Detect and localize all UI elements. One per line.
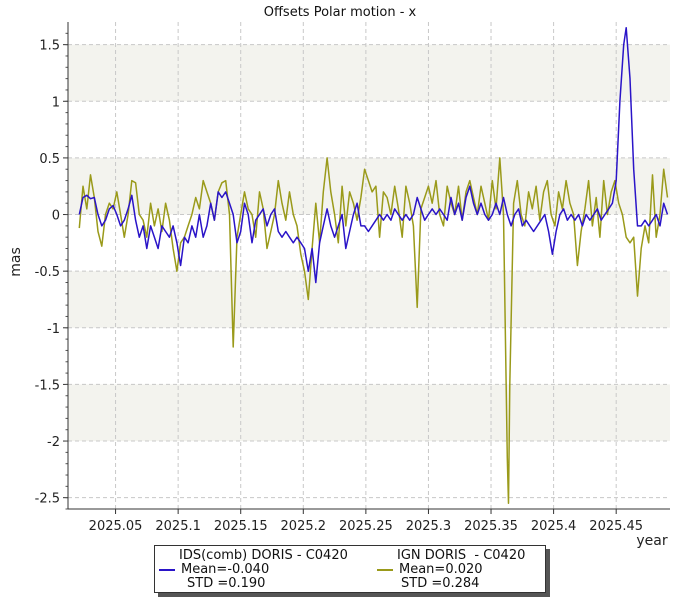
- series-line-ids: [78, 26, 669, 284]
- x-tick-label: 2025.15: [214, 519, 268, 534]
- chart-title: Offsets Polar motion - x: [264, 5, 417, 20]
- y-axis-label: mas: [8, 247, 24, 277]
- tick-labels: 1.5 1 0.5 0 -0.5 -1 -1.5 -2 -2.5 2025.05 2025.1 202…: [35, 39, 643, 534]
- x-tick-label: 2025.2: [281, 519, 327, 534]
- plot-band: [68, 44, 670, 102]
- legend-entry-ign: IGN DORIS - C0420 Mean=0.020 STD =0.284: [377, 549, 525, 591]
- x-tick-label: 2025.25: [339, 519, 393, 534]
- series-line-ign: [78, 157, 669, 505]
- x-tick-label: 2025.1: [155, 519, 201, 534]
- plot-bands: [68, 44, 670, 442]
- y-tick-label: 1.5: [39, 39, 60, 54]
- x-tick-label: 2025.05: [89, 519, 143, 534]
- legend-std: STD =0.190: [187, 576, 266, 591]
- y-tick-label: -1: [47, 322, 60, 337]
- x-tick-label: 2025.3: [406, 519, 452, 534]
- plot-band: [68, 157, 670, 215]
- legend-entry-ids: IDS(comb) DORIS - C0420 Mean=-0.040 STD …: [159, 549, 348, 591]
- y-tick-label: -0.5: [35, 265, 60, 280]
- x-axis-label: year: [636, 533, 667, 549]
- legend: IDS(comb) DORIS - C0420 Mean=-0.040 STD …: [154, 545, 546, 593]
- x-tick-label: 2025.4: [531, 519, 577, 534]
- legend-series-name: IDS(comb) DORIS - C0420: [179, 548, 348, 563]
- plot-band: [68, 271, 670, 328]
- plot-band: [68, 384, 670, 442]
- legend-series-name: IGN DORIS - C0420: [397, 548, 526, 563]
- y-tick-label: 1: [52, 95, 60, 110]
- y-tick-label: 0: [52, 209, 60, 224]
- legend-mean: Mean=-0.040: [181, 562, 270, 577]
- legend-std: STD =0.284: [401, 576, 480, 591]
- axes: [63, 22, 670, 514]
- legend-swatch: [159, 568, 175, 571]
- grid-lines: [68, 22, 670, 509]
- x-tick-label: 2025.45: [589, 519, 643, 534]
- series-lines: [78, 26, 669, 505]
- y-tick-label: -2: [47, 435, 60, 450]
- y-tick-label: -1.5: [35, 378, 60, 393]
- y-tick-label: -2.5: [35, 492, 60, 507]
- x-tick-label: 2025.35: [464, 519, 518, 534]
- legend-mean: Mean=0.020: [399, 562, 483, 577]
- legend-swatch: [377, 568, 393, 571]
- y-tick-label: 0.5: [39, 152, 60, 167]
